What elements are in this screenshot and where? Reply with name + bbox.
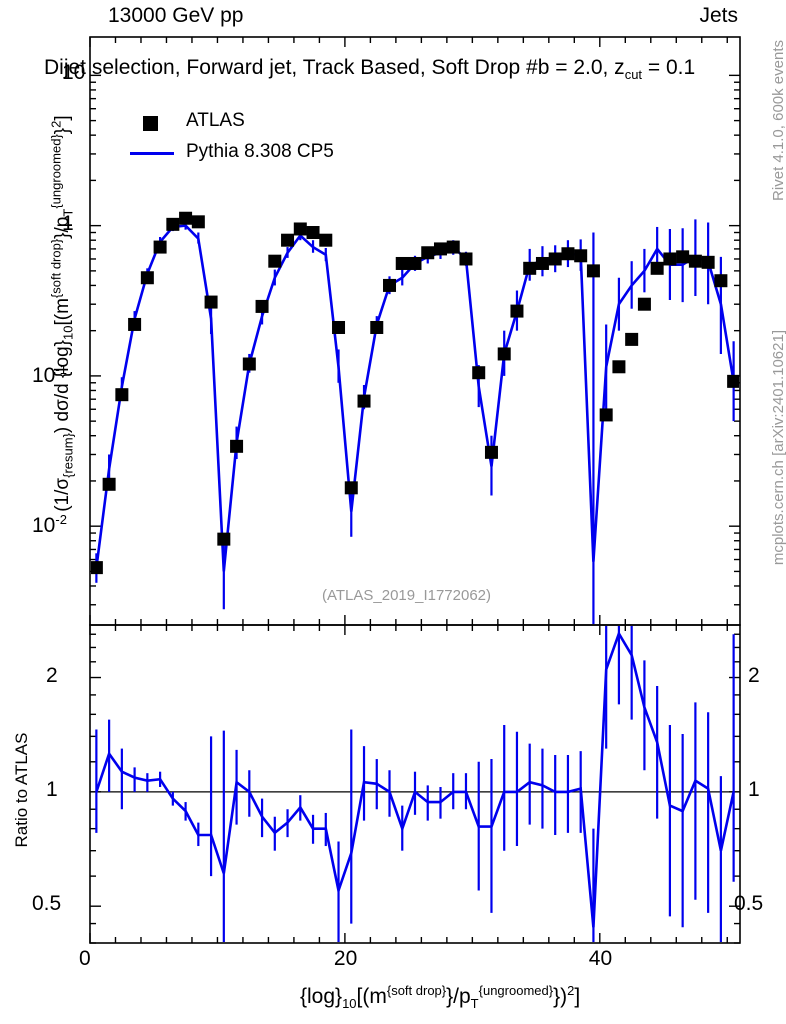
plot-title-tail: = 0.1 [642,56,696,79]
analysis-id-watermark: (ATLAS_2019_I1772062) [322,587,492,604]
main-data-layer [91,211,739,624]
atlas-data-marker [395,256,409,270]
x-tick-label: 20 [333,947,358,970]
header-category: Jets [699,4,738,27]
atlas-data-marker [523,261,537,275]
atlas-data-marker [140,271,154,285]
xlab-part-dsup: 2 [567,983,575,998]
y-tick-label-ratio: 0.5 [734,892,764,916]
xlab-part-bsup: {soft drop} [386,983,447,998]
atlas-data-marker [166,217,180,231]
main-panel-frame [89,36,741,626]
atlas-data-marker [472,366,486,380]
legend-line-pythia [130,152,174,155]
atlas-data-marker [281,233,295,247]
atlas-data-marker [293,222,307,236]
plot-title-main: Dijet selection, Forward jet, Track Base… [44,56,625,79]
legend-label-atlas: ATLAS [186,110,245,131]
atlas-data-marker [255,299,269,313]
atlas-data-marker [497,347,511,361]
atlas-data-marker [370,320,384,334]
atlas-data-marker [446,240,460,254]
atlas-data-marker [242,357,256,371]
y-tick-label-ratio: 0.5 [32,892,62,916]
atlas-data-marker [268,254,282,268]
x-axis-label: {log}10[(m{soft drop}}/pT{ungroomed}})2] [300,983,580,1011]
atlas-data-marker [204,295,218,309]
atlas-data-marker [676,250,690,264]
y-tick-label-ratio: 2 [748,663,760,687]
header-beam-info: 13000 GeV pp [108,4,244,27]
atlas-data-marker [128,317,142,331]
atlas-data-marker [714,274,728,288]
y-tick-label-main: 10-2 [32,512,67,538]
atlas-data-marker [102,477,116,491]
xlab-part-b: [(m [356,985,387,1008]
atlas-data-marker [179,211,193,225]
atlas-data-marker [586,264,600,278]
xlab-part-e: ] [574,985,581,1008]
atlas-data-marker [459,252,473,266]
ratio-panel-frame [89,624,741,944]
atlas-data-marker [599,408,613,422]
atlas-data-marker [344,481,358,495]
atlas-data-marker [115,388,129,402]
legend-marker-atlas [143,116,158,131]
xlab-part-asub: 10 [342,996,357,1012]
y-tick-label-ratio: 2 [46,663,58,687]
atlas-data-marker [217,532,231,546]
atlas-data-marker [433,242,447,256]
xlab-part-c: }/p [446,985,471,1008]
atlas-data-marker [510,304,524,318]
atlas-data-marker [332,320,346,334]
atlas-data-marker [574,249,588,263]
ratio-data-layer [95,626,735,942]
atlas-data-marker [230,439,244,453]
atlas-data-marker [701,255,715,269]
x-tick-label: 40 [588,947,613,970]
atlas-data-marker [319,233,333,247]
atlas-data-marker [727,374,739,388]
atlas-data-marker [408,256,422,270]
y-tick-label-main: 10-1 [32,361,67,387]
atlas-data-marker [535,256,549,270]
atlas-data-marker [548,252,562,266]
xlab-part-csup: {ungroomed} [478,983,554,998]
atlas-data-marker [153,240,167,254]
plot-title: Dijet selection, Forward jet, Track Base… [44,56,695,82]
atlas-data-marker [663,252,677,266]
y-tick-label-main: 1 [62,211,74,235]
atlas-data-marker [688,254,702,268]
atlas-data-marker [421,246,435,260]
atlas-data-marker [191,215,205,229]
xlab-part-d: }) [553,985,568,1008]
xlab-part-csub: T [470,996,479,1012]
x-tick-label: 0 [79,947,91,970]
atlas-data-marker [650,261,664,275]
y-tick-label-ratio: 1 [46,777,58,801]
y-tick-label-ratio: 1 [748,777,760,801]
xlab-part-a: {log} [300,985,343,1008]
atlas-data-marker [357,394,371,408]
atlas-data-marker [91,561,103,575]
atlas-data-marker [625,332,639,346]
atlas-data-marker [561,247,575,261]
atlas-data-marker [383,278,397,292]
legend-label-pythia: Pythia 8.308 CP5 [186,141,334,162]
plot-title-subscript: cut [624,67,643,83]
mc-curve-main [95,224,735,572]
y-tick-label-main: 10 [62,61,86,85]
atlas-data-marker [306,226,320,240]
atlas-data-marker [612,360,626,374]
atlas-data-marker [637,297,651,311]
atlas-data-marker [484,445,498,459]
